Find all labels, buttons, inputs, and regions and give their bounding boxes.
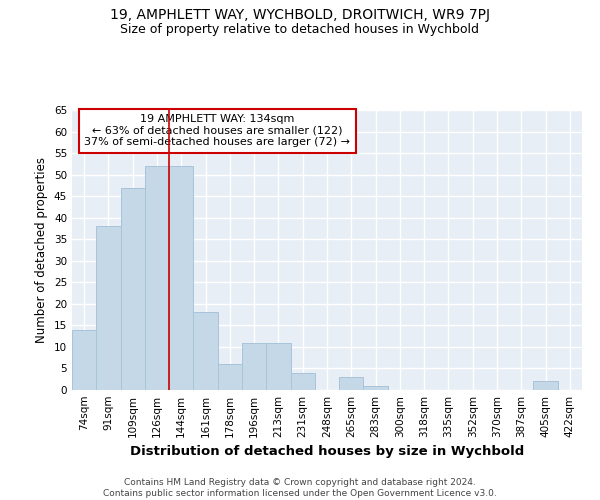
Y-axis label: Number of detached properties: Number of detached properties [35, 157, 49, 343]
Bar [121, 188, 145, 390]
Bar [364, 386, 388, 390]
Bar [218, 364, 242, 390]
Bar [145, 166, 169, 390]
Bar [339, 377, 364, 390]
Text: Contains HM Land Registry data © Crown copyright and database right 2024.
Contai: Contains HM Land Registry data © Crown c… [103, 478, 497, 498]
Bar [290, 373, 315, 390]
Bar [242, 342, 266, 390]
Text: Size of property relative to detached houses in Wychbold: Size of property relative to detached ho… [121, 22, 479, 36]
Bar [193, 312, 218, 390]
Text: 19, AMPHLETT WAY, WYCHBOLD, DROITWICH, WR9 7PJ: 19, AMPHLETT WAY, WYCHBOLD, DROITWICH, W… [110, 8, 490, 22]
Bar [72, 330, 96, 390]
X-axis label: Distribution of detached houses by size in Wychbold: Distribution of detached houses by size … [130, 446, 524, 458]
Bar [533, 382, 558, 390]
Bar [266, 342, 290, 390]
Bar [169, 166, 193, 390]
Text: 19 AMPHLETT WAY: 134sqm
← 63% of detached houses are smaller (122)
37% of semi-d: 19 AMPHLETT WAY: 134sqm ← 63% of detache… [85, 114, 350, 148]
Bar [96, 226, 121, 390]
